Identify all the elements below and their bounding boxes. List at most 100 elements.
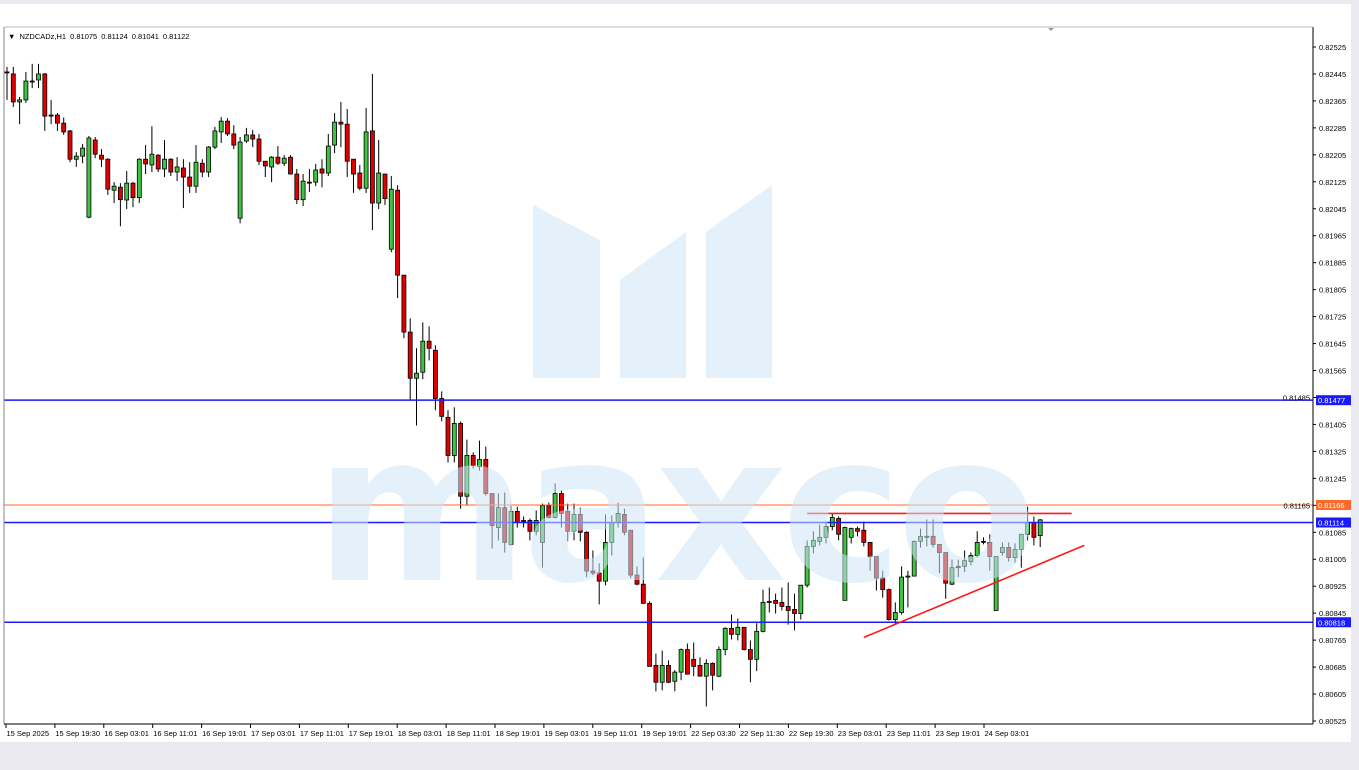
time-tick-label: 17 Sep 03:01 (251, 729, 296, 738)
candle-body (180, 167, 186, 178)
time-tick-label: 15 Sep 2025 (7, 729, 50, 738)
candle (212, 126, 218, 150)
candle-body (685, 649, 690, 675)
candle (1000, 542, 1005, 556)
candle (628, 529, 634, 579)
candle-body (735, 626, 741, 635)
candle (262, 160, 268, 178)
candle (218, 117, 224, 144)
candle-body (943, 552, 949, 584)
candle-body (691, 658, 697, 667)
candle (407, 318, 413, 400)
candle (603, 514, 608, 586)
candle-body (1031, 522, 1037, 538)
candle-body (319, 168, 325, 174)
candle (754, 623, 760, 672)
time-tick-label: 23 Sep 03:01 (838, 729, 883, 738)
price-tick-label: 0.81325 (1319, 447, 1346, 456)
price-tick-label: 0.81725 (1319, 313, 1346, 322)
candle (716, 646, 722, 678)
candle-body (886, 589, 892, 620)
candle-body (653, 664, 659, 683)
candle-body (105, 158, 111, 190)
candle-body (540, 505, 545, 543)
candle (420, 322, 426, 380)
candle (388, 176, 394, 253)
candle (155, 154, 161, 173)
candle-body (1012, 549, 1018, 558)
candle-body (779, 601, 785, 607)
candle (401, 274, 407, 339)
time-tick-label: 16 Sep 03:01 (104, 729, 149, 738)
price-level-label: 0.81166 (1318, 501, 1345, 510)
candle (193, 145, 199, 193)
candle (722, 627, 728, 656)
candle-body (369, 130, 375, 204)
candle-body (949, 567, 955, 585)
candle (376, 140, 382, 210)
price-tick-label: 0.80525 (1319, 717, 1346, 726)
candle (867, 541, 873, 571)
candle-body (256, 138, 262, 162)
time-tick-label: 15 Sep 19:30 (55, 729, 100, 738)
candle-body (130, 182, 136, 199)
candle-body (855, 528, 860, 532)
triangle-down-icon[interactable]: ▼ (8, 32, 16, 41)
candle-body (464, 455, 470, 497)
candle-body (817, 536, 823, 542)
candle (351, 158, 356, 193)
logo-bar-3 (706, 185, 772, 378)
price-tick-label: 0.81085 (1319, 528, 1346, 537)
candle-body (647, 602, 652, 667)
candle (1006, 542, 1012, 562)
candle (55, 113, 60, 131)
candle (842, 526, 848, 601)
candle-body (344, 123, 350, 162)
candle-body (880, 577, 886, 590)
price-level-label: 0.81114 (1318, 519, 1344, 528)
candle (495, 493, 501, 541)
candle (911, 540, 917, 577)
candle-body (143, 158, 149, 165)
candle-body (842, 527, 848, 601)
candle-body (388, 188, 394, 250)
candle-body (262, 160, 268, 167)
horizontal-levels-layer: 0.81477 0.81166 0.81114 0.80818 (4, 395, 1351, 628)
trendline-rising-support (863, 544, 1085, 639)
price-tick-label: 0.82445 (1319, 70, 1346, 79)
watermark-logo: maxco (315, 185, 1038, 629)
candle-body (218, 120, 224, 133)
candle (174, 157, 180, 182)
candle-body (937, 544, 942, 553)
candle (760, 589, 766, 633)
candle-body (710, 662, 715, 676)
candle-body (974, 541, 980, 556)
price-chart[interactable]: 0.81477 0.81166 0.81114 0.80818 maxco 0.825… (0, 4, 1351, 742)
candle-body (382, 173, 388, 200)
axes-layer: 0.82525 0.82445 0.82365 0.82285 0.82205 0.821… (3, 26, 1346, 738)
candle-body (741, 626, 747, 650)
price-tick-label: 0.81805 (1319, 286, 1346, 295)
candle-body (874, 556, 879, 579)
candle (817, 524, 823, 546)
candle-body (596, 572, 602, 582)
candle-body (911, 540, 917, 577)
candle-body (892, 612, 898, 620)
candle-body (325, 145, 331, 174)
candle (369, 73, 375, 230)
candle-body (899, 576, 904, 613)
candle (357, 164, 363, 191)
candle (691, 642, 697, 677)
candle-body (237, 141, 243, 219)
candle-body (754, 630, 760, 660)
candle-body (748, 649, 753, 660)
candle-body (338, 121, 344, 125)
candle (288, 155, 293, 175)
price-tick-label: 0.82525 (1319, 43, 1346, 52)
time-tick-label: 16 Sep 19:01 (202, 729, 247, 738)
candle-body (426, 340, 432, 349)
candle-body (414, 372, 419, 379)
candle-body (313, 169, 319, 183)
candle-body (622, 514, 627, 533)
candle (382, 173, 388, 206)
